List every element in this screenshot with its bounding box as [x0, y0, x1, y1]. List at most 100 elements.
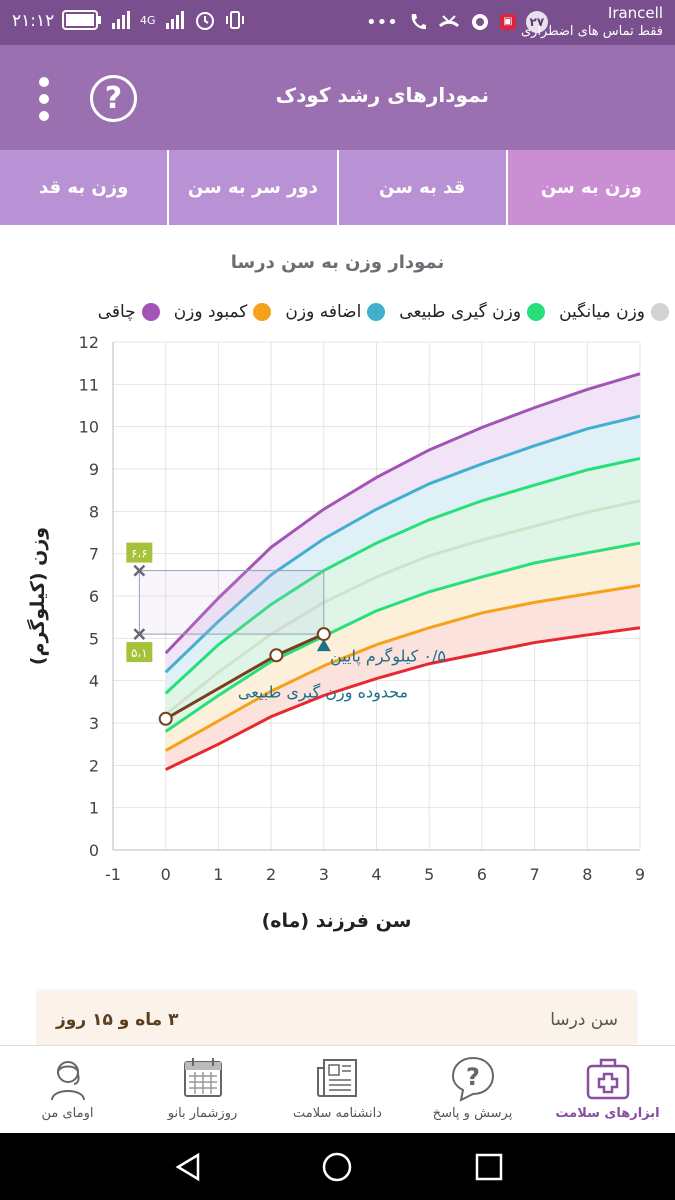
percentile-line	[164, 583, 641, 752]
y-tick-label: 9	[89, 460, 99, 479]
nav-label: ابزارهای سلامت	[555, 1106, 660, 1121]
percentile-line	[164, 414, 641, 674]
y-tick-label: 7	[89, 545, 99, 564]
x-tick-label: 9	[635, 865, 645, 884]
nav-item-calendar[interactable]: روزشمار بانو	[135, 1046, 270, 1133]
x-tick-label: 8	[582, 865, 592, 884]
nav-item-qa[interactable]: ? پرسش و پاسخ	[405, 1046, 540, 1133]
status-left-icons: 4G	[62, 9, 246, 31]
nav-label: دانشنامه سلامت	[293, 1106, 382, 1121]
y-tick-label: 1	[89, 799, 99, 818]
bottom-navigation: اومای من روزشمار بانو دانشنامه سلامت ? پ…	[0, 1045, 675, 1133]
percentile-line	[164, 541, 641, 733]
child-data-point	[269, 648, 284, 663]
legend-item: چاقی	[98, 302, 160, 322]
y-tick-label: 12	[79, 333, 99, 352]
tab-height-for-age[interactable]: قد به سن	[336, 150, 506, 225]
tab-weight-for-height[interactable]: وزن به قد	[38, 177, 129, 198]
tab-weight-for-age[interactable]: وزن به سن	[505, 150, 675, 225]
question-bubble-icon: ?	[451, 1056, 494, 1102]
annotation-text: ۰/۵ کیلوگرم پایین	[330, 647, 446, 667]
reference-label-bg	[126, 642, 153, 663]
child-age-value: ۳ ماه و ۱۵ روز	[56, 1010, 179, 1030]
x-tick-label: 7	[530, 865, 540, 884]
alarm-icon	[195, 12, 214, 30]
notification-count-badge: ۲۷	[525, 11, 548, 33]
medical-kit-icon	[586, 1058, 629, 1100]
nav-item-my-profile[interactable]: اومای من	[0, 1046, 135, 1133]
legend-label: چاقی	[97, 302, 136, 322]
legend-item: اضافه وزن	[285, 302, 386, 322]
percentile-line	[164, 499, 641, 716]
status-bar: ۲۱:۱۲ 4G •••	[0, 0, 675, 45]
signal-icon	[165, 11, 184, 29]
legend-label: وزن گیری طبیعی	[399, 302, 522, 322]
chart-title: نمودار وزن به سن درسا	[230, 252, 445, 273]
y-tick-label: 5	[89, 629, 99, 648]
vibrate-icon	[225, 11, 244, 29]
overflow-menu-icon[interactable]	[38, 77, 50, 121]
nav-item-encyclopedia[interactable]: دانشنامه سلامت	[270, 1046, 405, 1133]
x-tick-label: 2	[266, 865, 276, 884]
percentile-line	[164, 456, 641, 695]
y-tick-label: 4	[89, 672, 99, 691]
missed-call-icon	[438, 15, 459, 28]
nav-label: روزشمار بانو	[167, 1106, 238, 1121]
nav-label: اومای من	[41, 1106, 94, 1121]
recents-icon[interactable]	[473, 1151, 505, 1183]
child-data-point	[316, 627, 331, 642]
y-tick-label: 3	[89, 714, 99, 733]
reference-marker	[133, 628, 146, 640]
network-type: 4G	[140, 13, 156, 27]
x-tick-label: 6	[477, 865, 487, 884]
x-tick-label: 0	[161, 865, 171, 884]
legend-dot	[651, 303, 669, 321]
y-tick-label: 6	[89, 587, 99, 606]
carrier-name: Irancell	[607, 4, 663, 22]
nav-label: پرسش و پاسخ	[432, 1106, 513, 1121]
nav-item-health-tools[interactable]: ابزارهای سلامت	[540, 1046, 675, 1133]
current-point-triangle	[316, 639, 331, 652]
help-button[interactable]: ?	[90, 75, 137, 122]
legend-label: وزن میانگین	[559, 302, 645, 322]
whatsapp-icon	[471, 14, 488, 30]
x-axis-title: سن فرزند (ماه)	[262, 910, 412, 932]
legend-item: وزن میانگین	[559, 302, 669, 322]
range-band	[165, 373, 640, 673]
system-navigation-bar	[0, 1133, 675, 1200]
child-age-label: سن درسا	[550, 1010, 618, 1030]
range-band	[165, 500, 640, 732]
status-time: ۲۱:۱۲	[12, 11, 55, 31]
battery-icon	[62, 10, 101, 30]
back-icon[interactable]	[172, 1151, 204, 1183]
x-tick-label: -1	[105, 865, 121, 884]
x-tick-label: 5	[424, 865, 434, 884]
carrier-info: Irancell فقط تماس های اضطراری	[521, 4, 663, 39]
legend-label: اضافه وزن	[285, 302, 362, 322]
legend-dot	[141, 303, 160, 321]
app-bar: ? نمودارهای رشد کودک	[0, 45, 675, 150]
y-tick-label: 10	[79, 418, 99, 437]
percentile-line	[164, 372, 641, 655]
range-band	[165, 543, 640, 751]
legend-dot	[527, 303, 546, 321]
legend-dot	[253, 303, 272, 321]
tab-head-for-age[interactable]: دور سر به سن	[167, 150, 336, 225]
y-tick-label: 2	[89, 756, 99, 775]
reference-box	[138, 570, 325, 635]
woman-avatar-icon	[50, 1061, 85, 1101]
signal-icon	[112, 11, 130, 29]
newspaper-icon	[316, 1059, 357, 1097]
legend-dot	[367, 303, 386, 321]
legend-item: کمبود وزن	[174, 302, 272, 322]
x-tick-label: 4	[371, 865, 381, 884]
carrier-note: فقط تماس های اضطراری	[520, 24, 663, 39]
range-band	[165, 416, 640, 694]
home-icon[interactable]	[321, 1151, 353, 1183]
legend-label: کمبود وزن	[173, 302, 248, 322]
more-icon: •••	[366, 11, 398, 33]
x-tick-label: 3	[319, 865, 329, 884]
status-notifications: ••• ▣ ۲۷	[366, 11, 548, 33]
range-band	[165, 458, 640, 715]
